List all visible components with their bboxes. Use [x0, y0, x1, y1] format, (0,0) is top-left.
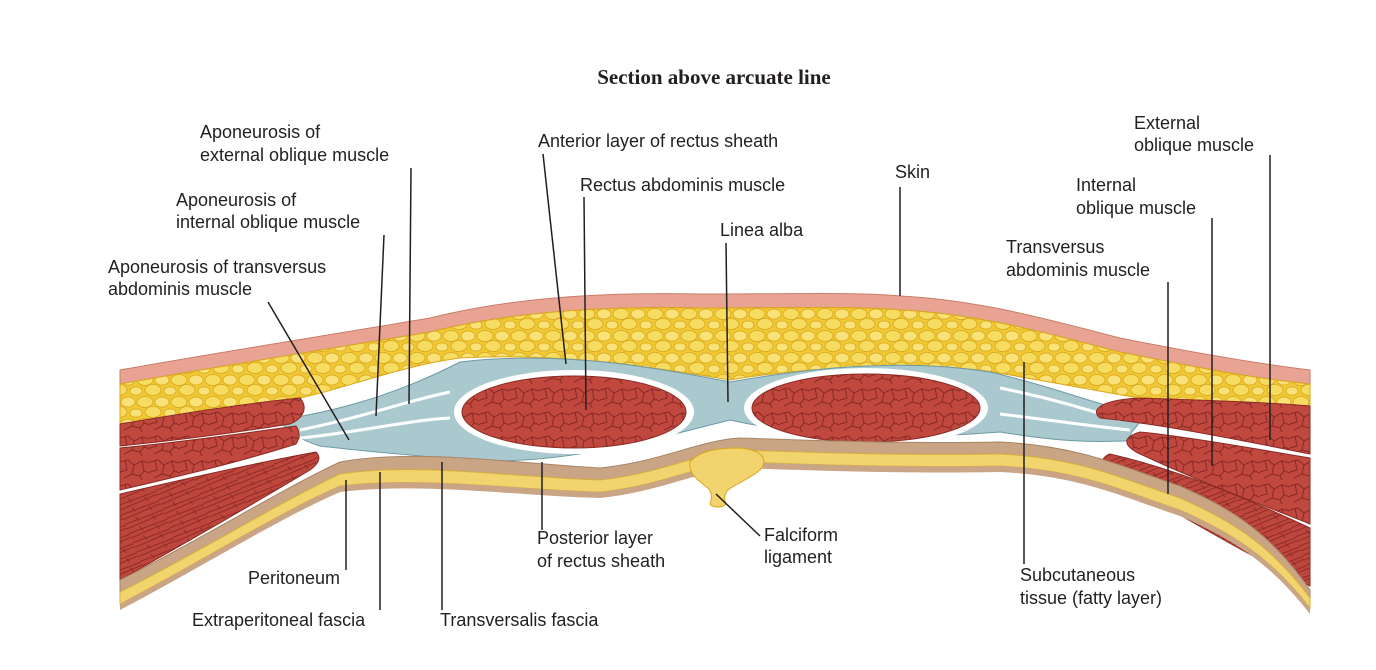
internal-oblique-left [119, 425, 300, 491]
label-subcutaneous-line2: tissue (fatty layer) [1020, 588, 1162, 608]
leader-apo-external [408, 167, 412, 405]
label-apo-external-line2: external oblique muscle [200, 145, 389, 165]
diagram-title: Section above arcuate line [597, 65, 831, 89]
leader-rectus [583, 196, 587, 411]
label-external-oblique-line2: oblique muscle [1134, 135, 1254, 155]
leader-apo-transversus [267, 301, 350, 441]
external-oblique-right [1095, 397, 1311, 455]
label-transversalis: Transversalis fascia [440, 610, 599, 630]
leader-lines [267, 153, 1271, 610]
label-peritoneum: Peritoneum [248, 568, 340, 588]
label-apo-external-line1: Aponeurosis of [200, 122, 321, 142]
label-anterior-layer: Anterior layer of rectus sheath [538, 131, 778, 151]
label-falciform-line2: ligament [764, 547, 832, 567]
label-posterior-layer-line2: of rectus sheath [537, 551, 665, 571]
labels: Aponeurosis of external oblique muscle A… [108, 113, 1254, 630]
label-internal-oblique-line1: Internal [1076, 175, 1136, 195]
label-apo-internal-line2: internal oblique muscle [176, 212, 360, 232]
label-linea-alba: Linea alba [720, 220, 804, 240]
label-internal-oblique-line2: oblique muscle [1076, 198, 1196, 218]
rectus-muscle-left-belly [461, 375, 687, 449]
label-apo-transversus-line2: abdominis muscle [108, 279, 252, 299]
leader-linea-alba [725, 242, 729, 403]
rectus-muscle-right-belly [751, 373, 981, 443]
leader-falciform [715, 493, 761, 537]
sheath-split-line [299, 386, 1131, 440]
label-rectus: Rectus abdominis muscle [580, 175, 785, 195]
leader-apo-internal [375, 234, 385, 417]
label-apo-transversus-line1: Aponeurosis of transversus [108, 257, 326, 277]
internal-oblique-right [1126, 431, 1311, 525]
label-extraperitoneal: Extraperitoneal fascia [192, 610, 366, 630]
label-subcutaneous-line1: Subcutaneous [1020, 565, 1135, 585]
label-posterior-layer-line1: Posterior layer [537, 528, 653, 548]
label-skin: Skin [895, 162, 930, 182]
label-apo-internal-line1: Aponeurosis of [176, 190, 297, 210]
abdominal-wall-section [119, 293, 1311, 614]
leader-anterior-layer [542, 153, 567, 365]
external-oblique-left [119, 397, 305, 447]
label-transversus-line2: abdominis muscle [1006, 260, 1150, 280]
transversus-left [119, 451, 320, 581]
label-falciform-line1: Falciform [764, 525, 838, 545]
label-external-oblique-line1: External [1134, 113, 1200, 133]
label-transversus-line1: Transversus [1006, 237, 1104, 257]
falciform-ligament-shape [689, 447, 765, 508]
